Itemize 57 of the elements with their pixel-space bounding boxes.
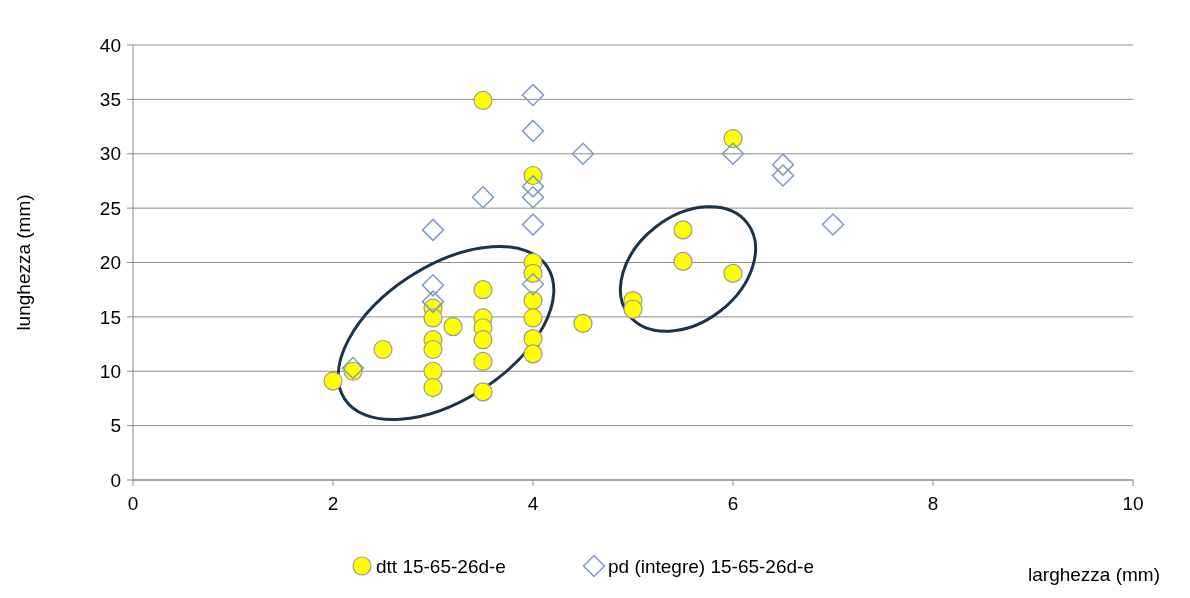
x-tick-label: 0: [127, 493, 139, 514]
point: [521, 213, 545, 236]
point: [721, 142, 745, 165]
y-tick-label: 25: [99, 197, 121, 219]
point: [473, 330, 493, 350]
point: [473, 90, 493, 111]
point: [571, 142, 595, 165]
y-axis-title: lunghezza (mm): [13, 194, 34, 331]
x-tick-label: 8: [927, 493, 939, 514]
x-tick-label: 10: [1122, 493, 1144, 514]
x-tick-label: 2: [327, 493, 339, 514]
point: [521, 175, 545, 198]
point: [323, 371, 343, 391]
point: [821, 213, 845, 236]
point: [623, 299, 643, 319]
point: [473, 382, 493, 402]
point: [771, 153, 795, 176]
point: [673, 220, 693, 240]
point: [423, 377, 443, 398]
point: [521, 83, 545, 107]
y-tick-label: 5: [110, 415, 121, 437]
point: [423, 308, 443, 328]
point: [471, 186, 495, 209]
legend-label: pd (integre) 15-65-26d-e: [608, 555, 814, 577]
point: [341, 356, 365, 380]
point: [523, 263, 543, 283]
x-tick-label: 4: [527, 493, 539, 514]
point: [723, 128, 743, 149]
point: [421, 290, 445, 313]
point: [373, 339, 393, 360]
y-tick-label: 40: [99, 34, 121, 56]
point: [423, 339, 443, 360]
point: [443, 317, 463, 337]
x-axis-title: larghezza (mm): [1028, 564, 1160, 585]
y-tick-label: 20: [99, 252, 121, 274]
y-tick-label: 35: [99, 89, 121, 111]
point: [523, 290, 543, 311]
legend-label: dtt 15-65-26d-e: [376, 555, 506, 577]
point: [473, 351, 493, 372]
y-tick-label: 15: [99, 306, 121, 328]
y-tick-label: 10: [99, 360, 121, 382]
point: [771, 164, 795, 187]
point: [423, 361, 443, 381]
point: [573, 313, 593, 333]
y-tick-label: 30: [99, 143, 121, 165]
x-tick-label: 6: [727, 493, 739, 514]
point: [723, 263, 743, 283]
point: [523, 344, 543, 364]
point: [521, 186, 545, 209]
point: [421, 218, 445, 242]
point: [521, 119, 545, 143]
point: [473, 280, 493, 300]
y-tick-label: 0: [110, 469, 121, 491]
point: [521, 273, 545, 296]
point: [673, 251, 693, 272]
point: [523, 308, 543, 328]
point: [421, 274, 445, 297]
